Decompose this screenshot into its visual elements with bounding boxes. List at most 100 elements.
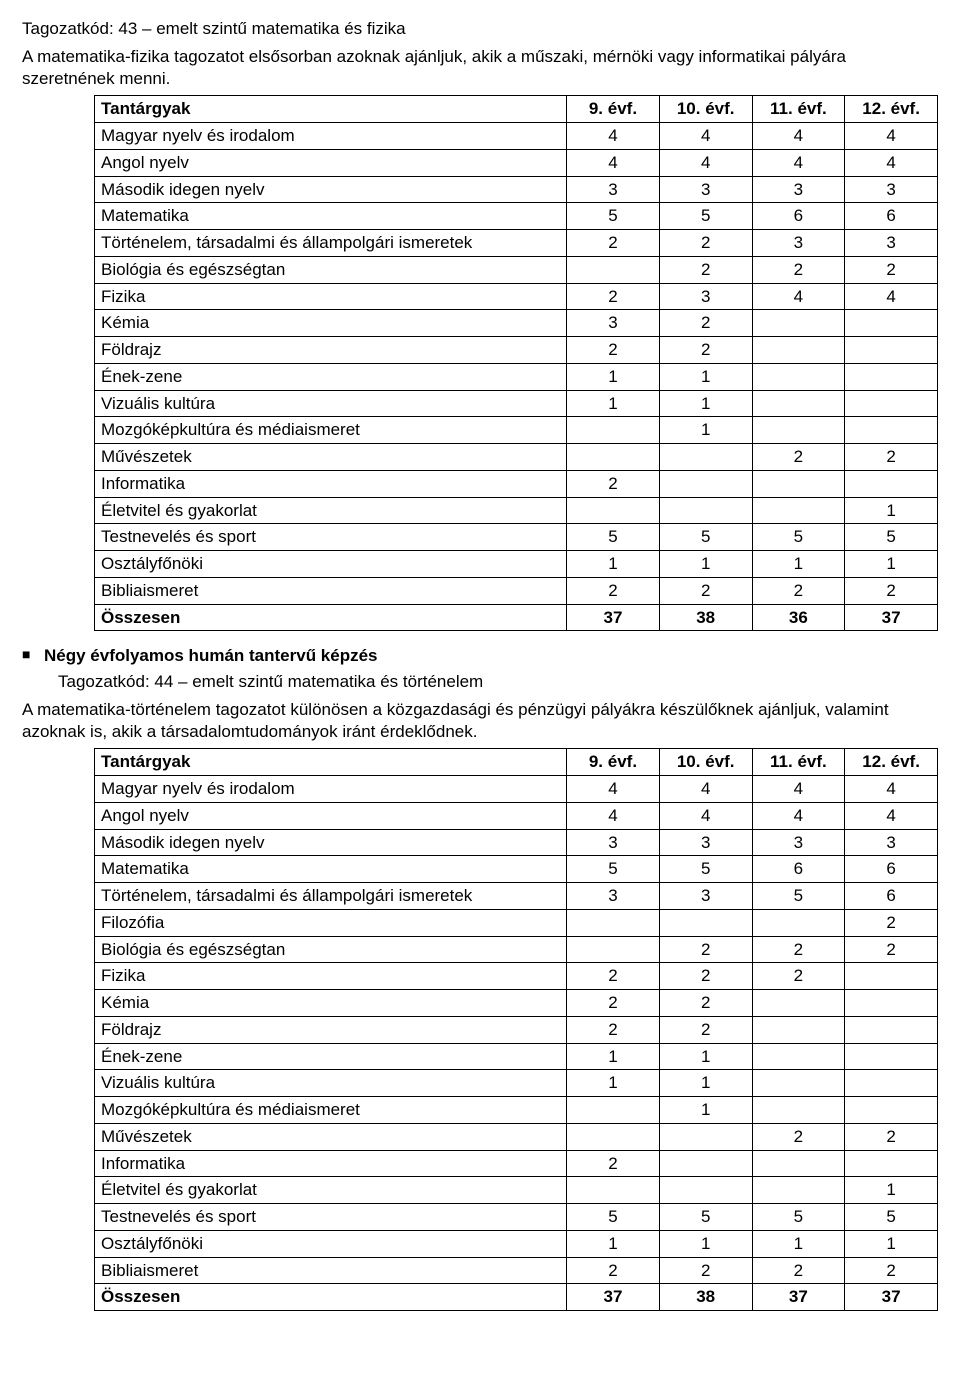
value-cell: 2 <box>567 1150 660 1177</box>
value-cell: 1 <box>659 363 752 390</box>
value-cell <box>752 417 845 444</box>
value-cell: 2 <box>845 577 938 604</box>
value-cell: 2 <box>752 1123 845 1150</box>
subject-cell: Fizika <box>95 283 567 310</box>
section2-table: Tantárgyak 9. évf. 10. évf. 11. évf. 12.… <box>94 748 938 1311</box>
subject-cell: Történelem, társadalmi és állampolgári i… <box>95 230 567 257</box>
value-cell <box>567 1177 660 1204</box>
table-row: Biológia és egészségtan222 <box>95 936 938 963</box>
value-cell: 3 <box>752 176 845 203</box>
table-row: Osztályfőnöki1111 <box>95 551 938 578</box>
col-year-9: 9. évf. <box>567 96 660 123</box>
value-cell: 2 <box>567 470 660 497</box>
value-cell <box>659 444 752 471</box>
value-cell: 1 <box>845 551 938 578</box>
subject-cell: Művészetek <box>95 444 567 471</box>
value-cell: 6 <box>845 203 938 230</box>
section1-intro: A matematika-fizika tagozatot elsősorban… <box>22 46 938 90</box>
value-cell: 2 <box>752 963 845 990</box>
value-cell: 5 <box>752 524 845 551</box>
subject-cell: Vizuális kultúra <box>95 390 567 417</box>
value-cell <box>752 1177 845 1204</box>
table-row: Ének-zene11 <box>95 363 938 390</box>
value-cell <box>567 497 660 524</box>
table-row: Vizuális kultúra11 <box>95 390 938 417</box>
value-cell: 2 <box>659 990 752 1017</box>
value-cell: 2 <box>659 230 752 257</box>
value-cell <box>845 470 938 497</box>
value-cell: 2 <box>659 1257 752 1284</box>
value-cell: 2 <box>567 1257 660 1284</box>
value-cell: 1 <box>845 1230 938 1257</box>
value-cell: 6 <box>845 856 938 883</box>
table-row: Kémia32 <box>95 310 938 337</box>
value-cell: 2 <box>845 1257 938 1284</box>
value-cell: 3 <box>659 883 752 910</box>
subject-cell: Kémia <box>95 310 567 337</box>
table-header-row: Tantárgyak 9. évf. 10. évf. 11. évf. 12.… <box>95 749 938 776</box>
subject-cell: Vizuális kultúra <box>95 1070 567 1097</box>
table-row: Életvitel és gyakorlat1 <box>95 497 938 524</box>
value-cell: 4 <box>752 283 845 310</box>
subject-cell: Testnevelés és sport <box>95 524 567 551</box>
value-cell <box>752 1070 845 1097</box>
table-row: Osztályfőnöki1111 <box>95 1230 938 1257</box>
subject-cell: Bibliaismeret <box>95 1257 567 1284</box>
value-cell: 4 <box>845 123 938 150</box>
value-cell: 2 <box>752 444 845 471</box>
col-year-10: 10. évf. <box>659 749 752 776</box>
value-cell: 1 <box>567 1230 660 1257</box>
value-cell: 2 <box>752 1257 845 1284</box>
total-cell: 37 <box>567 604 660 631</box>
subject-cell: Biológia és egészségtan <box>95 256 567 283</box>
value-cell <box>659 909 752 936</box>
value-cell <box>567 936 660 963</box>
total-cell: 37 <box>845 604 938 631</box>
value-cell <box>752 310 845 337</box>
value-cell: 1 <box>845 1177 938 1204</box>
subject-cell: Osztályfőnöki <box>95 551 567 578</box>
subject-cell: Biológia és egészségtan <box>95 936 567 963</box>
total-cell: 38 <box>659 1284 752 1311</box>
table-row: Kémia22 <box>95 990 938 1017</box>
subject-cell: Történelem, társadalmi és állampolgári i… <box>95 883 567 910</box>
value-cell <box>752 909 845 936</box>
value-cell: 4 <box>752 123 845 150</box>
total-cell: 37 <box>567 1284 660 1311</box>
value-cell: 1 <box>567 551 660 578</box>
value-cell: 1 <box>659 417 752 444</box>
value-cell <box>845 337 938 364</box>
subject-cell: Magyar nyelv és irodalom <box>95 776 567 803</box>
value-cell <box>845 417 938 444</box>
value-cell: 2 <box>659 310 752 337</box>
value-cell <box>567 256 660 283</box>
value-cell <box>752 1150 845 1177</box>
table-row: Testnevelés és sport5555 <box>95 524 938 551</box>
value-cell: 5 <box>567 203 660 230</box>
value-cell: 2 <box>567 577 660 604</box>
value-cell: 1 <box>659 1097 752 1124</box>
subject-cell: Osztályfőnöki <box>95 1230 567 1257</box>
section1-table: Tantárgyak 9. évf. 10. évf. 11. évf. 12.… <box>94 95 938 631</box>
table-row: Filozófia2 <box>95 909 938 936</box>
col-year-11: 11. évf. <box>752 96 845 123</box>
table-total-row: Összesen37383637 <box>95 604 938 631</box>
value-cell: 4 <box>567 802 660 829</box>
table-row: Bibliaismeret2222 <box>95 577 938 604</box>
value-cell: 1 <box>752 551 845 578</box>
value-cell: 4 <box>659 149 752 176</box>
total-cell: 36 <box>752 604 845 631</box>
value-cell <box>752 1016 845 1043</box>
table-row: Biológia és egészségtan222 <box>95 256 938 283</box>
subject-cell: Életvitel és gyakorlat <box>95 1177 567 1204</box>
value-cell: 4 <box>752 149 845 176</box>
subject-cell: Életvitel és gyakorlat <box>95 497 567 524</box>
value-cell: 6 <box>752 856 845 883</box>
subject-cell: Informatika <box>95 470 567 497</box>
value-cell: 1 <box>567 363 660 390</box>
value-cell: 2 <box>659 256 752 283</box>
value-cell: 2 <box>567 1016 660 1043</box>
col-year-10: 10. évf. <box>659 96 752 123</box>
value-cell: 2 <box>567 963 660 990</box>
col-subject: Tantárgyak <box>95 749 567 776</box>
